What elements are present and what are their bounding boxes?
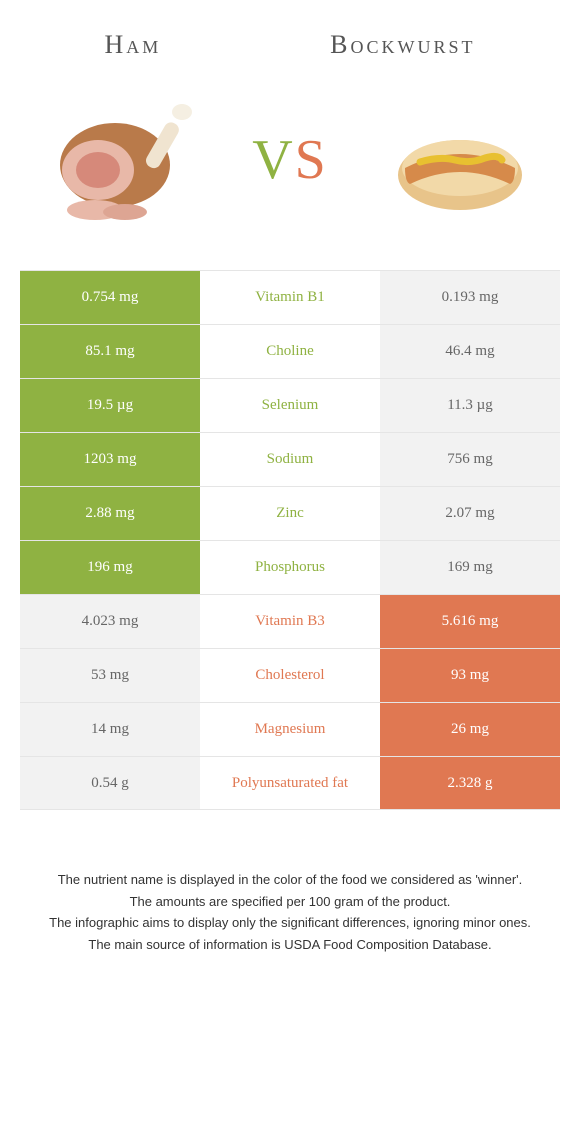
left-value: 4.023 mg <box>20 595 200 648</box>
nutrient-name: Zinc <box>200 487 380 540</box>
nutrient-name: Sodium <box>200 433 380 486</box>
right-food-title: Bockwurst <box>330 30 475 60</box>
nutrient-name: Selenium <box>200 379 380 432</box>
footer-note-line: The main source of information is USDA F… <box>30 935 550 955</box>
nutrient-name: Choline <box>200 325 380 378</box>
right-value: 46.4 mg <box>380 325 560 378</box>
left-value: 53 mg <box>20 649 200 702</box>
table-row: 0.754 mgVitamin B10.193 mg <box>20 270 560 324</box>
right-value: 5.616 mg <box>380 595 560 648</box>
table-row: 53 mgCholesterol93 mg <box>20 648 560 702</box>
left-value: 19.5 µg <box>20 379 200 432</box>
ham-image <box>40 90 200 230</box>
nutrient-name: Cholesterol <box>200 649 380 702</box>
table-row: 0.54 gPolyunsaturated fat2.328 g <box>20 756 560 810</box>
table-row: 2.88 mgZinc2.07 mg <box>20 486 560 540</box>
table-row: 85.1 mgCholine46.4 mg <box>20 324 560 378</box>
nutrient-table: 0.754 mgVitamin B10.193 mg85.1 mgCholine… <box>20 270 560 810</box>
nutrient-name: Vitamin B3 <box>200 595 380 648</box>
hero-row: VS <box>0 70 580 270</box>
right-value: 169 mg <box>380 541 560 594</box>
vs-v-letter: V <box>252 129 294 191</box>
right-value: 93 mg <box>380 649 560 702</box>
left-value: 14 mg <box>20 703 200 756</box>
table-row: 14 mgMagnesium26 mg <box>20 702 560 756</box>
left-value: 0.54 g <box>20 757 200 809</box>
right-value: 26 mg <box>380 703 560 756</box>
left-food-title: Ham <box>104 30 161 60</box>
nutrient-name: Vitamin B1 <box>200 271 380 324</box>
nutrient-name: Polyunsaturated fat <box>200 757 380 809</box>
left-value: 196 mg <box>20 541 200 594</box>
footer-notes: The nutrient name is displayed in the co… <box>30 870 550 954</box>
left-value: 2.88 mg <box>20 487 200 540</box>
right-value: 11.3 µg <box>380 379 560 432</box>
right-value: 0.193 mg <box>380 271 560 324</box>
header-titles: Ham Bockwurst <box>0 0 580 70</box>
vs-label: VS <box>252 128 328 192</box>
bockwurst-image <box>380 90 540 230</box>
nutrient-name: Phosphorus <box>200 541 380 594</box>
footer-note-line: The nutrient name is displayed in the co… <box>30 870 550 890</box>
vs-s-letter: S <box>295 129 328 191</box>
footer-note-line: The amounts are specified per 100 gram o… <box>30 892 550 912</box>
left-value: 85.1 mg <box>20 325 200 378</box>
left-value: 1203 mg <box>20 433 200 486</box>
right-value: 2.07 mg <box>380 487 560 540</box>
right-value: 2.328 g <box>380 757 560 809</box>
table-row: 196 mgPhosphorus169 mg <box>20 540 560 594</box>
table-row: 19.5 µgSelenium11.3 µg <box>20 378 560 432</box>
right-value: 756 mg <box>380 433 560 486</box>
table-row: 4.023 mgVitamin B35.616 mg <box>20 594 560 648</box>
left-value: 0.754 mg <box>20 271 200 324</box>
table-row: 1203 mgSodium756 mg <box>20 432 560 486</box>
nutrient-name: Magnesium <box>200 703 380 756</box>
footer-note-line: The infographic aims to display only the… <box>30 913 550 933</box>
